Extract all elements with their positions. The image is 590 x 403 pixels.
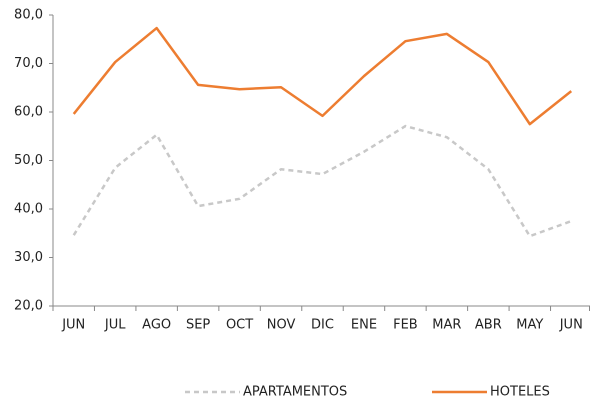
series-line: [72, 26, 573, 126]
x-tick-label: NOV: [267, 318, 296, 333]
x-tick-label: DIC: [311, 318, 334, 333]
x-tick-label: MAY: [516, 318, 543, 333]
series-line: [72, 124, 572, 238]
y-tick-label: 50,0: [14, 153, 43, 168]
x-tick-label: JUN: [559, 318, 583, 333]
x-tick-label: JUN: [61, 318, 85, 333]
legend-label: APARTAMENTOS: [243, 385, 347, 400]
x-tick-label: SEP: [186, 318, 210, 333]
y-tick-label: 60,0: [14, 105, 43, 120]
y-tick-label: 70,0: [14, 56, 43, 71]
y-tick-label: 80,0: [14, 8, 43, 23]
x-tick-label: ABR: [475, 318, 502, 333]
x-tick-label: AGO: [142, 318, 171, 333]
y-tick-label: 20,0: [14, 299, 43, 314]
y-tick-label: 30,0: [14, 250, 43, 265]
x-tick-label: FEB: [393, 318, 418, 333]
x-tick-label: OCT: [226, 318, 253, 333]
x-tick-label: ENE: [351, 318, 377, 333]
legend-label: HOTELES: [490, 385, 550, 400]
x-tick-label: MAR: [432, 318, 461, 333]
x-tick-label: JUL: [104, 318, 126, 333]
y-tick-label: 40,0: [14, 202, 43, 217]
